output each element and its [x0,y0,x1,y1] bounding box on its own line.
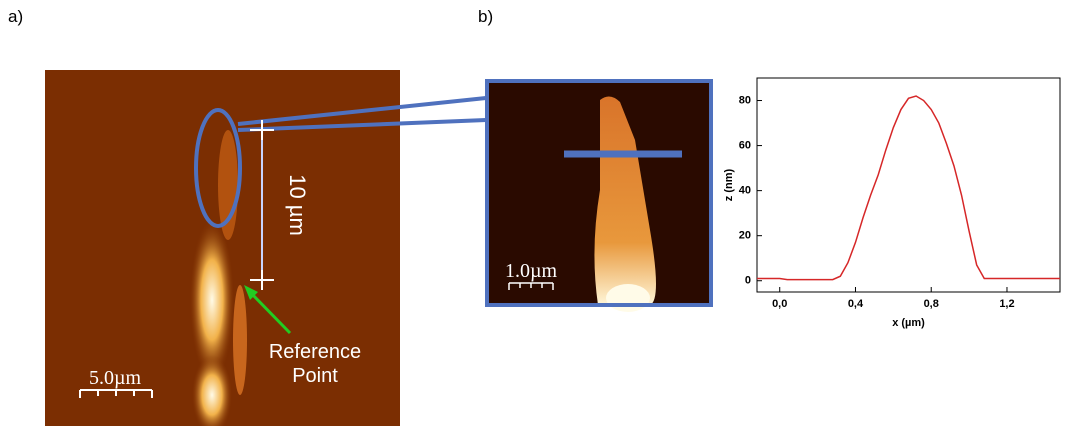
y-tick-label: 60 [739,139,751,151]
y-axis-label: z (nm) [723,168,735,201]
afm-feature [606,284,650,312]
length-label: 10 µm [285,174,310,236]
y-tick-label: 40 [739,185,751,197]
page: {"panel_a": {"label": "a)", "length_labe… [0,0,1065,426]
plot-frame [757,78,1060,292]
figure-svg: a) b) 10 µm 5.0µm 1.0µm 0204060800,00,40… [0,0,1065,426]
x-tick-label: 0,0 [772,298,787,310]
x-tick-label: 0,8 [924,298,939,310]
annotation: Reference Point [255,340,375,388]
y-tick-label: 20 [739,230,751,242]
scale-bar-label: 5.0µm [89,367,142,389]
x-tick-label: 1,2 [999,298,1014,310]
y-tick-label: 0 [745,275,751,287]
scale-bar-label: 1.0µm [505,260,558,282]
y-tick-label: 80 [739,94,751,106]
x-tick-label: 0,4 [848,298,864,310]
profile-curve [757,96,1060,280]
profile-chart: 0 20 40 60 80 0,0 0,4 0,8 1,2 x (µm) z (nm) [723,78,1060,329]
panel-label: b) [478,7,493,26]
panel-label: a) [8,7,23,26]
figure: a) b) 10 µm 5.0µm 1.0µm 0204060800,00,40… [0,0,1065,426]
x-axis-label: x (µm) [892,317,925,329]
afm-feature [233,285,247,395]
